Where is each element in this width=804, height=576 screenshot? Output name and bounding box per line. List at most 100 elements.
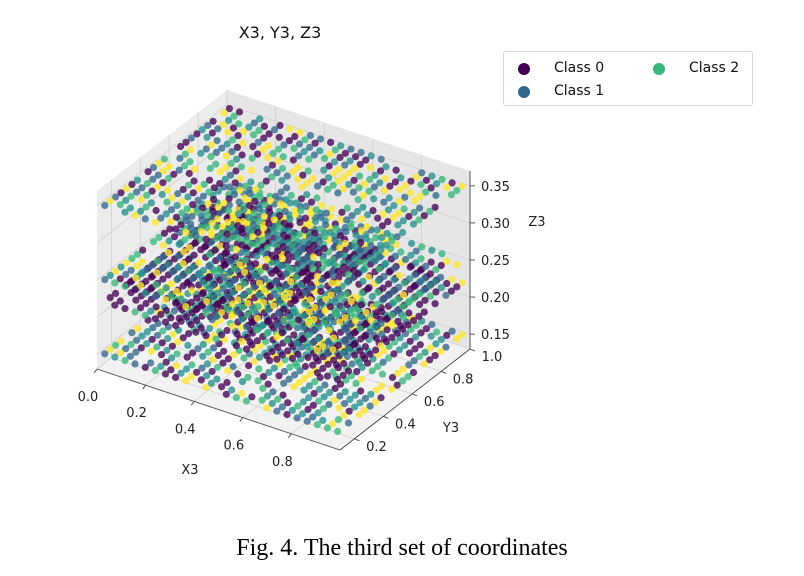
- data-point: [148, 187, 156, 195]
- data-point: [185, 330, 193, 338]
- data-point: [326, 314, 334, 323]
- data-point: [347, 223, 355, 232]
- data-point: [438, 175, 446, 184]
- data-point: [241, 256, 249, 264]
- data-point: [137, 344, 145, 352]
- data-point: [185, 244, 193, 252]
- data-point: [210, 344, 218, 352]
- data-point: [399, 228, 407, 237]
- data-point: [310, 315, 318, 323]
- data-point: [165, 237, 173, 245]
- data-point: [147, 285, 155, 293]
- y-tick-label: 0.6: [424, 395, 445, 410]
- data-point: [268, 399, 276, 408]
- data-point: [242, 323, 251, 331]
- data-point: [233, 155, 241, 163]
- data-point: [431, 203, 439, 211]
- data-point: [248, 154, 256, 162]
- data-point: [367, 316, 375, 324]
- data-point: [356, 160, 364, 168]
- data-point: [259, 236, 267, 244]
- data-point: [395, 197, 403, 205]
- data-point: [443, 257, 451, 265]
- data-point: [264, 232, 272, 240]
- data-point: [265, 220, 273, 228]
- data-point: [133, 324, 141, 333]
- data-point: [302, 202, 310, 210]
- data-point: [341, 314, 349, 322]
- data-point: [300, 148, 308, 156]
- data-point: [168, 354, 176, 362]
- x-tick-mark: [239, 417, 244, 422]
- data-point: [314, 182, 322, 190]
- data-point: [191, 165, 199, 173]
- data-point: [122, 259, 130, 267]
- data-point: [383, 229, 391, 237]
- x-tick-mark: [142, 384, 146, 390]
- data-point: [203, 133, 211, 141]
- data-point: [334, 189, 342, 197]
- data-point: [345, 259, 353, 267]
- data-point: [187, 372, 195, 381]
- data-point: [202, 235, 210, 243]
- data-point: [121, 305, 129, 313]
- data-point: [247, 178, 255, 186]
- data-point: [289, 246, 297, 254]
- data-point: [122, 185, 130, 193]
- data-point: [212, 148, 220, 156]
- data-point: [199, 204, 207, 212]
- data-point: [128, 254, 136, 263]
- x-tick-label: 0.6: [223, 439, 244, 454]
- data-point: [172, 299, 180, 307]
- data-point: [415, 312, 423, 320]
- data-point: [368, 293, 376, 301]
- data-point: [292, 273, 300, 281]
- data-point: [178, 271, 187, 279]
- tick-labels: 0.0 0.2 0.4 0.6 0.8 0.2 0.4 0.6 0.8 1.0 0.15 0.20 0.…: [78, 180, 510, 470]
- data-point: [245, 362, 253, 370]
- data-point: [197, 149, 205, 157]
- data-point: [421, 348, 429, 356]
- data-point: [404, 373, 412, 381]
- data-point: [183, 353, 191, 361]
- data-point: [394, 369, 402, 377]
- data-point: [299, 410, 307, 418]
- data-point: [345, 169, 353, 177]
- data-point: [127, 192, 135, 200]
- data-point: [319, 405, 328, 413]
- data-point: [269, 239, 277, 247]
- data-point: [346, 157, 354, 165]
- data-point: [242, 249, 251, 257]
- data-point: [203, 297, 211, 306]
- data-point: [299, 324, 307, 332]
- data-point: [254, 377, 262, 385]
- data-point: [112, 341, 120, 349]
- data-point: [207, 379, 215, 387]
- data-point: [170, 170, 178, 178]
- data-point: [345, 180, 353, 189]
- data-point: [241, 268, 249, 276]
- data-point: [407, 251, 415, 259]
- data-point: [372, 398, 380, 406]
- data-point: [235, 120, 243, 128]
- data-point: [281, 282, 289, 290]
- data-point: [284, 250, 292, 258]
- data-point: [324, 338, 332, 346]
- data-point: [233, 143, 241, 151]
- data-point: [225, 105, 233, 113]
- data-point: [391, 252, 399, 260]
- data-point: [286, 125, 294, 133]
- data-point: [214, 215, 222, 223]
- data-point: [388, 322, 397, 330]
- data-point: [341, 388, 349, 396]
- data-point: [421, 274, 429, 282]
- data-point: [437, 336, 445, 344]
- data-point: [192, 306, 200, 314]
- data-point: [244, 225, 252, 233]
- data-point: [361, 406, 369, 414]
- data-point: [416, 192, 424, 200]
- data-point: [309, 413, 317, 421]
- data-point: [356, 172, 364, 180]
- data-point: [299, 171, 307, 179]
- data-point: [275, 133, 283, 141]
